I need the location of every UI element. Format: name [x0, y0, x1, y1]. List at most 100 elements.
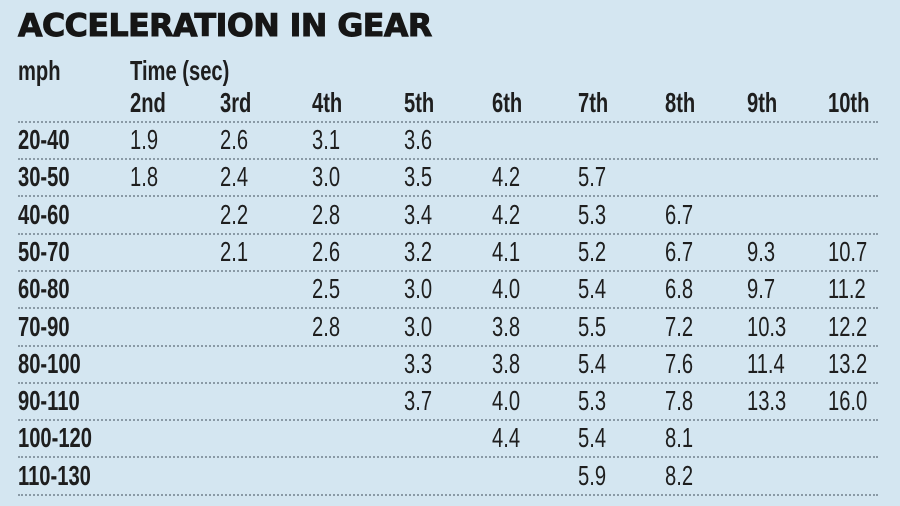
time-value-text: 3.8 — [492, 310, 521, 342]
column-header-text: 10th — [828, 87, 870, 118]
time-value: 3.2 — [404, 235, 443, 267]
mph-range: 110-130 — [18, 460, 119, 491]
time-value-text: 16.0 — [828, 385, 868, 417]
time-value: 5.3 — [578, 386, 617, 416]
time-value: 5.4 — [578, 347, 617, 379]
time-value-text: 3.1 — [312, 124, 341, 155]
gear-header-row: 2nd 3rd 4th 5th 6th 7th 8th 9th 10th — [18, 84, 878, 123]
table-row: 110-130 5.9 8.2 — [18, 457, 878, 496]
time-value: 6.7 — [665, 199, 704, 230]
column-header: 3rd — [220, 88, 264, 118]
time-value: 11.4 — [747, 347, 799, 379]
time-value: 13.2 — [828, 348, 883, 379]
time-value: 7.2 — [665, 311, 704, 342]
time-value-text: 9.7 — [747, 273, 776, 305]
time-value: 4.2 — [492, 199, 531, 230]
column-header: 10th — [828, 88, 886, 118]
time-value-text: 4.0 — [492, 385, 521, 417]
time-value: 13.3 — [747, 386, 802, 416]
time-value: 3.8 — [492, 310, 531, 342]
mph-range-text: 70-90 — [18, 310, 70, 342]
time-value-text: 13.3 — [747, 385, 787, 417]
time-value: 11.2 — [828, 274, 880, 304]
time-value: 4.2 — [492, 162, 531, 192]
time-value-text: 3.7 — [404, 385, 433, 417]
mph-range: 60-80 — [18, 274, 90, 304]
time-value-text: 10.7 — [828, 235, 868, 267]
time-value-text: 2.6 — [220, 124, 249, 155]
time-value-text: 2.6 — [312, 235, 341, 267]
time-value: 5.3 — [578, 198, 617, 230]
time-value: 3.0 — [312, 162, 351, 192]
time-value-text: 3.4 — [404, 198, 433, 230]
mph-header: mph — [18, 56, 77, 86]
time-value-text: 8.1 — [665, 422, 694, 454]
time-value: 3.8 — [492, 347, 531, 379]
time-value-text: 2.2 — [220, 198, 249, 230]
time-header-text: Time (sec) — [130, 55, 230, 86]
time-value: 3.4 — [404, 198, 443, 230]
mph-range: 90-110 — [18, 386, 104, 416]
time-value-text: 6.7 — [665, 235, 694, 267]
mph-range-text: 90-110 — [18, 385, 80, 417]
time-value-text: 5.4 — [578, 422, 607, 454]
time-value-text: 7.6 — [665, 347, 694, 379]
time-value-text: 3.2 — [404, 235, 433, 267]
time-value-text: 5.9 — [578, 459, 607, 491]
mph-range: 20-40 — [18, 125, 90, 155]
column-header-text: 6th — [492, 87, 523, 118]
time-value-text: 1.9 — [130, 124, 159, 155]
column-header: 5th — [404, 88, 446, 118]
time-value: 2.4 — [220, 162, 259, 192]
time-value-text: 5.5 — [578, 310, 607, 342]
time-value: 4.0 — [492, 274, 531, 304]
time-value: 12.2 — [828, 311, 883, 342]
time-value-text: 5.3 — [578, 198, 607, 230]
column-header-text: 7th — [578, 87, 609, 118]
mph-range-text: 80-100 — [18, 347, 81, 379]
mph-range: 80-100 — [18, 347, 105, 379]
time-value-text: 4.0 — [492, 273, 521, 305]
time-value-text: 4.2 — [492, 161, 521, 193]
time-header: Time (sec) — [130, 56, 268, 86]
time-value-text: 4.1 — [492, 235, 521, 267]
time-value-text: 8.2 — [665, 459, 694, 491]
time-value: 3.1 — [312, 125, 351, 155]
mph-range-text: 30-50 — [18, 161, 70, 193]
mph-range-text: 100-120 — [18, 422, 92, 454]
time-value-text: 2.8 — [312, 198, 341, 230]
time-value-text: 2.5 — [312, 273, 341, 305]
column-header: 4th — [312, 88, 354, 118]
time-value-text: 6.8 — [665, 273, 694, 305]
time-value: 3.0 — [404, 274, 443, 304]
time-value-text: 10.3 — [747, 310, 787, 342]
time-value-text: 2.4 — [220, 161, 249, 193]
column-header-text: 3rd — [220, 87, 252, 118]
time-value: 10.7 — [828, 235, 883, 267]
time-value: 2.6 — [312, 235, 351, 267]
time-value: 2.5 — [312, 274, 351, 304]
mph-range: 100-120 — [18, 423, 121, 453]
column-header: 7th — [578, 88, 620, 118]
time-value: 5.4 — [578, 423, 617, 453]
time-value: 6.8 — [665, 274, 704, 304]
time-value-text: 5.4 — [578, 273, 607, 305]
time-value: 7.8 — [665, 386, 704, 416]
time-value: 3.6 — [404, 125, 443, 155]
time-value-text: 3.8 — [492, 347, 521, 379]
column-header-text: 5th — [404, 87, 435, 118]
time-value-text: 5.3 — [578, 385, 607, 417]
time-value: 5.5 — [578, 310, 617, 342]
time-value: 5.9 — [578, 459, 617, 491]
time-value-text: 11.4 — [747, 347, 785, 379]
time-value: 3.5 — [404, 162, 443, 192]
mph-range-text: 40-60 — [18, 198, 70, 230]
column-header-text: 9th — [747, 87, 778, 118]
time-value-text: 5.4 — [578, 347, 607, 379]
table-title: ACCELERATION IN GEAR — [17, 8, 432, 45]
time-value: 9.7 — [747, 274, 786, 304]
time-value: 3.3 — [404, 348, 443, 379]
time-value: 2.2 — [220, 198, 259, 230]
time-value-text: 2.1 — [220, 235, 249, 267]
table-row: 100-120 4.4 5.4 8.1 — [18, 419, 878, 459]
